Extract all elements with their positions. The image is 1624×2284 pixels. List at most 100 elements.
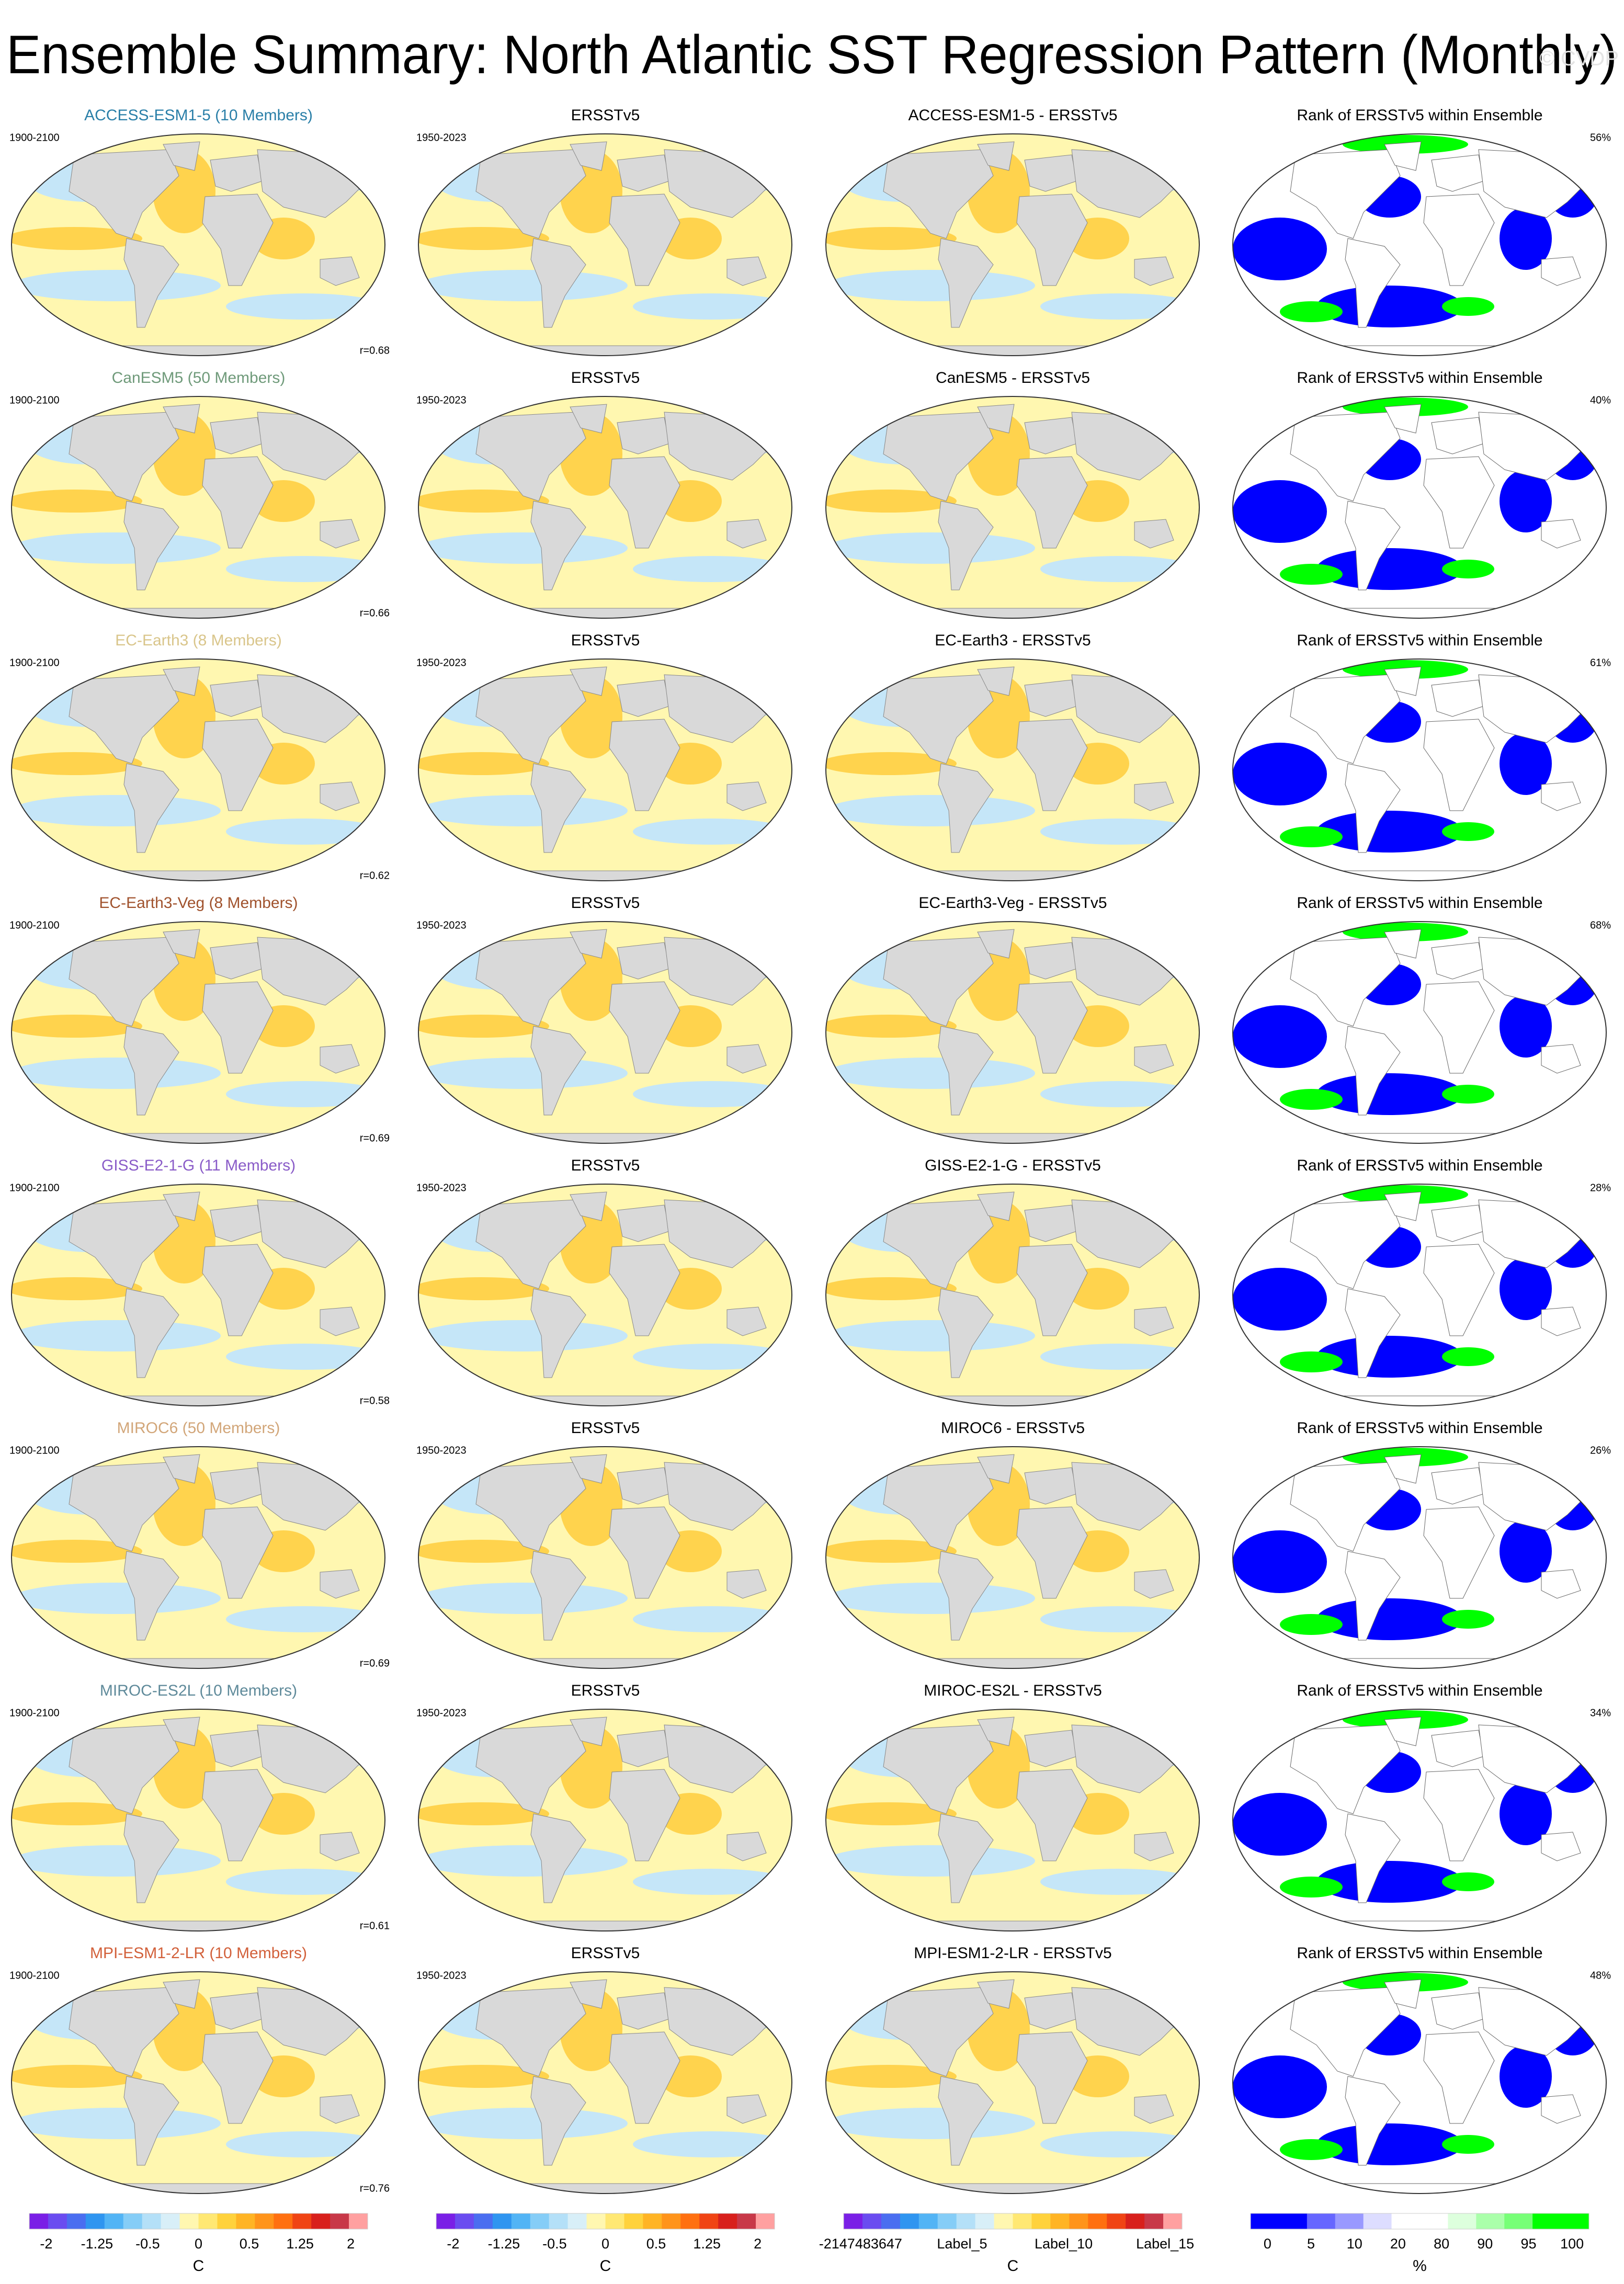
colorbar-label: 5 [1307,2236,1315,2252]
colorbar-unit: % [1413,2257,1427,2275]
correlation-label: r=0.61 [360,1920,390,1931]
colorbar-box [1050,2213,1070,2229]
colorbar-frame [29,2213,368,2230]
panel-title: Rank of ERSSTv5 within Ensemble [1297,1682,1542,1699]
colorbar-box [918,2213,938,2229]
colorbar-label: 0 [195,2236,202,2252]
sst-map [413,396,792,621]
colorbar-label: 0.5 [240,2236,259,2252]
colorbar-box [937,2213,957,2229]
period-label: 1950-2023 [416,1707,467,1719]
correlation-label: r=0.69 [360,1657,390,1669]
panel-title: EC-Earth3-Veg (8 Members) [99,894,298,912]
panel-title: Rank of ERSSTv5 within Ensemble [1297,107,1542,124]
colorbar-box [217,2213,236,2229]
colorbar-box [1251,2213,1279,2229]
colorbar-label: 0 [1264,2236,1271,2252]
sst-map [6,1447,385,1672]
period-label: 1950-2023 [416,394,467,406]
rank-map [1233,1972,1607,2197]
panel-title: ACCESS-ESM1-5 - ERSSTv5 [908,107,1117,124]
sst-map [6,396,385,621]
panel-title: MIROC-ES2L - ERSSTv5 [924,1682,1102,1699]
panel-title: ERSSTv5 [571,1419,640,1437]
colorbar-label: 0.5 [646,2236,666,2252]
colorbar-label: -0.5 [135,2236,160,2252]
period-label: 1950-2023 [416,1970,467,1981]
sst-map [6,1184,385,1409]
sst-map [6,922,385,1146]
colorbar-box [1069,2213,1088,2229]
colorbar-box [699,2213,719,2229]
colorbar-box [1278,2213,1308,2229]
panel-title: ERSSTv5 [571,107,640,124]
period-label: 1900-2100 [9,657,60,668]
percent-label: 61% [1590,657,1611,668]
correlation-label: r=0.69 [360,1132,390,1144]
colorbar-box [1448,2213,1477,2229]
colorbar-label: 2 [754,2236,762,2252]
panel-title: EC-Earth3 - ERSSTv5 [935,632,1091,649]
colorbar-box [567,2213,587,2229]
rank-map [1233,1709,1607,1934]
panel-title: Rank of ERSSTv5 within Ensemble [1297,1157,1542,1174]
panel-title: EC-Earth3-Veg - ERSSTv5 [918,894,1107,912]
sst-map [413,1972,792,2197]
colorbar-box [1088,2213,1107,2229]
colorbar-box [1419,2213,1448,2229]
colorbar-box [1163,2213,1183,2229]
panel-title: MIROC6 (50 Members) [117,1419,280,1437]
colorbar-label: 2 [347,2236,355,2252]
colorbar-box [643,2213,662,2229]
period-label: 1950-2023 [416,132,467,143]
colorbar-label: 10 [1347,2236,1362,2252]
correlation-label: r=0.76 [360,2183,390,2194]
percent-label: 28% [1590,1182,1611,1194]
percent-label: 48% [1590,1970,1611,1981]
colorbar-frame [843,2213,1183,2230]
colorbar-label: -2 [447,2236,459,2252]
colorbar-frame [436,2213,775,2230]
panel-title: ERSSTv5 [571,894,640,912]
colorbar-unit: C [1007,2257,1019,2275]
colorbar-label: Label_10 [1035,2236,1093,2252]
sst-map [413,1447,792,1672]
percent-label: 40% [1590,394,1611,406]
colorbar-label: -0.5 [542,2236,567,2252]
percent-label: 34% [1590,1707,1611,1719]
sst-map [821,134,1200,359]
colorbar-label: 1.25 [693,2236,721,2252]
colorbar-label: 1.25 [286,2236,314,2252]
panel-title: EC-Earth3 (8 Members) [115,632,281,649]
colorbar-box [881,2213,901,2229]
sst-map [821,1447,1200,1672]
colorbar-box [956,2213,976,2229]
colorbar-box [680,2213,700,2229]
period-label: 1950-2023 [416,657,467,668]
colorbar-box [198,2213,218,2229]
colorbar-box [862,2213,882,2229]
colorbar-box [330,2213,349,2229]
panel-title: Rank of ERSSTv5 within Ensemble [1297,369,1542,387]
panel-title: MPI-ESM1-2-LR (10 Members) [90,1945,307,1962]
colorbar-box [85,2213,105,2229]
colorbar-box [48,2213,67,2229]
percent-label: 56% [1590,132,1611,143]
sst-map [413,134,792,359]
colorbar-box [349,2213,368,2229]
colorbar-box [900,2213,919,2229]
colorbar-box [104,2213,124,2229]
colorbar-box [844,2213,863,2229]
panel-title: CanESM5 - ERSSTv5 [936,369,1090,387]
colorbar-box [455,2213,474,2229]
period-label: 1900-2100 [9,132,60,143]
colorbar-label: 0 [601,2236,609,2252]
sst-map [821,1972,1200,2197]
colorbar-box [1391,2213,1420,2229]
panel-title: Rank of ERSSTv5 within Ensemble [1297,894,1542,912]
colorbar-label: -1.25 [488,2236,520,2252]
sst-map [6,1972,385,2197]
colorbar-box [718,2213,737,2229]
colorbar-box [737,2213,756,2229]
panel-title: MIROC-ES2L (10 Members) [100,1682,297,1699]
